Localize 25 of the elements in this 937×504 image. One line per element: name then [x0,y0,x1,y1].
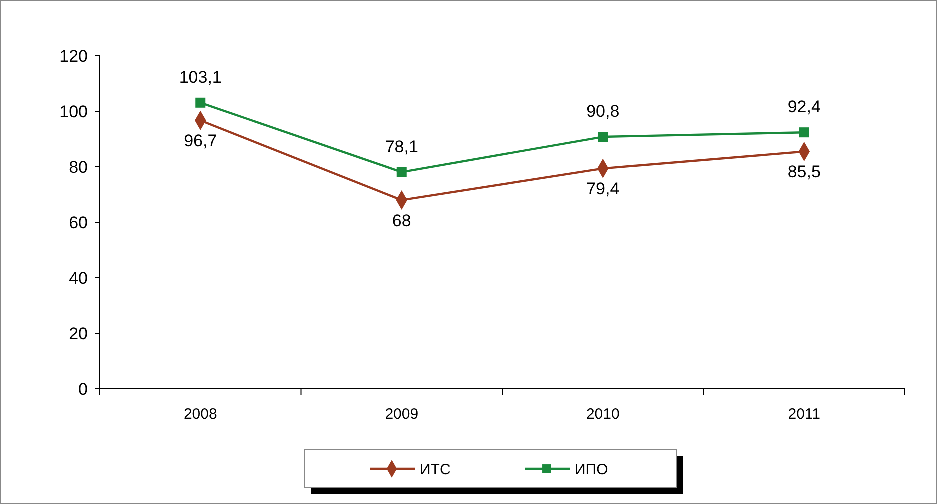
x-tick-label: 2009 [385,406,419,423]
point [196,98,206,108]
data-label: 85,5 [788,162,821,182]
y-tick-label: 100 [60,102,88,122]
y-tick-label: 60 [69,213,88,232]
data-label: 68 [392,211,412,230]
data-label: 79,4 [586,180,620,199]
x-tick-label: 2011 [788,406,821,423]
data-label: 78,1 [385,137,418,156]
data-label: 92,4 [788,98,821,117]
y-tick-label: 80 [69,158,88,177]
point [396,167,407,178]
y-tick-label: 20 [69,324,88,344]
y-tick-label: 120 [60,46,88,66]
y-tick-label: 40 [69,268,88,288]
legend-label: ИТС [420,461,451,478]
data-label: 103,1 [179,68,222,87]
point [598,132,608,142]
data-label: 90,8 [586,102,620,122]
data-label: 96,7 [184,132,218,151]
x-tick-label: 2008 [184,406,218,423]
legend-label: ИПО [575,461,608,478]
x-tick-label: 2010 [586,406,620,423]
point [799,128,810,138]
y-tick-label: 0 [78,380,88,399]
